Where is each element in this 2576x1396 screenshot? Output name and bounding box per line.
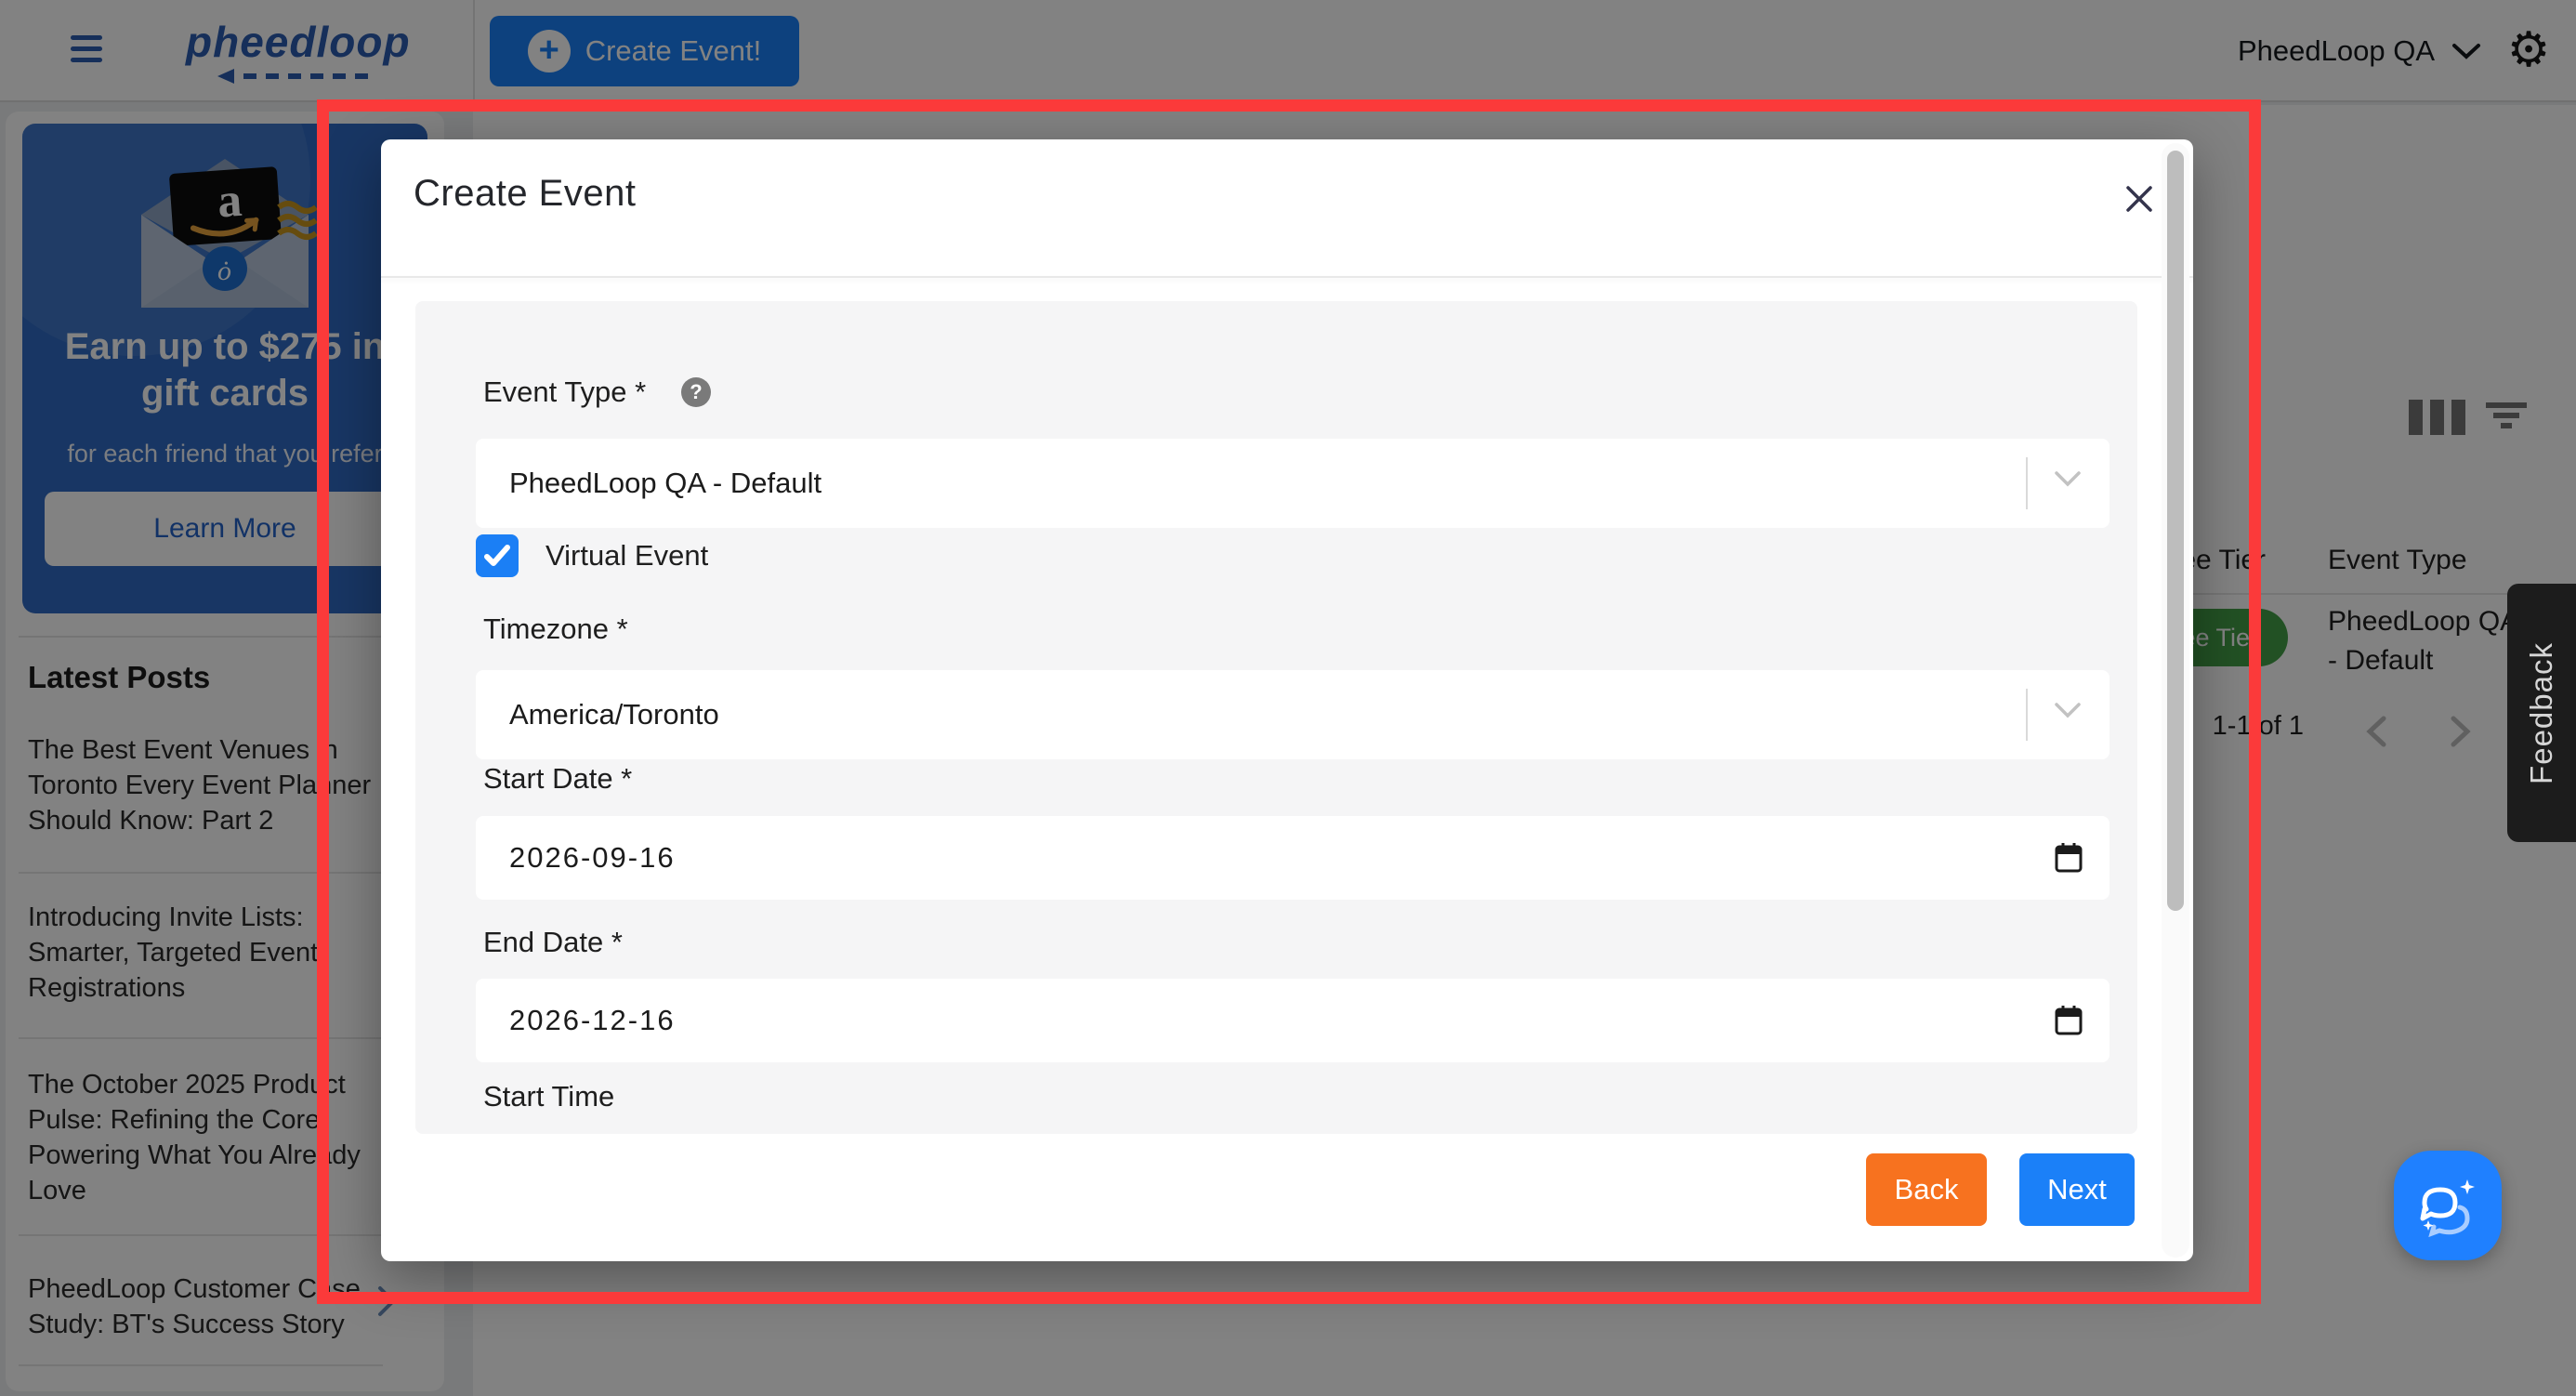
promo-heading-line2: gift cards [140, 373, 309, 414]
org-switcher[interactable]: PheedLoop QA [2238, 30, 2481, 72]
select-divider [2026, 689, 2028, 741]
modal-title: Create Event [414, 173, 637, 214]
end-date-input[interactable]: 2026-12-16 [476, 979, 2109, 1062]
columns-icon[interactable] [2409, 400, 2466, 435]
dropdown-chevron-icon [2055, 471, 2081, 487]
latest-posts-title: Latest Posts [28, 660, 211, 694]
virtual-event-checkbox[interactable] [476, 534, 519, 577]
event-type-label: Event Type * [483, 375, 647, 408]
calendar-icon[interactable] [2054, 1005, 2083, 1036]
post-link[interactable]: PheedLoop Customer Case Study: BT's Succ… [28, 1274, 361, 1339]
chevron-down-icon [2452, 44, 2481, 59]
divider [19, 636, 383, 638]
logo-dashed-arrow-icon [217, 69, 368, 84]
divider [19, 872, 383, 874]
promo-heading-line1: Earn up to $275 in [64, 326, 386, 367]
sidebar-blog-panel: a ȯ Earn up to $275 in gift cards for ea… [6, 112, 444, 1391]
column-header-event-type[interactable]: Event Type [2328, 545, 2467, 575]
close-icon[interactable] [2121, 180, 2158, 217]
divider [19, 1037, 383, 1039]
virtual-event-label: Virtual Event [545, 539, 709, 572]
calendar-icon[interactable] [2054, 842, 2083, 874]
modal-header-divider [381, 276, 2193, 278]
feedback-tab[interactable]: Feedback [2507, 584, 2576, 842]
start-date-label: Start Date * [483, 762, 633, 795]
create-event-button[interactable]: + Create Event! [490, 16, 799, 86]
learn-more-button[interactable]: Learn More [45, 492, 405, 566]
pheedloop-logo[interactable]: pheedloop [186, 17, 411, 87]
prev-page-icon[interactable] [2364, 715, 2388, 748]
event-type-value: PheedLoop QA - Default [509, 467, 822, 499]
end-date-value: 2026-12-16 [509, 1004, 676, 1036]
divider [19, 1234, 383, 1236]
start-date-value: 2026-09-16 [509, 841, 676, 874]
referral-promo-card: a ȯ Earn up to $275 in gift cards for ea… [22, 124, 427, 613]
org-name: PheedLoop QA [2238, 34, 2436, 67]
timezone-select[interactable]: America/Toronto [476, 670, 2109, 759]
end-date-label: End Date * [483, 926, 623, 958]
amazon-envelope-illustration: a ȯ [141, 159, 318, 308]
filter-icon[interactable] [2486, 402, 2527, 434]
promo-subtext: for each friend that you refer [67, 440, 383, 468]
chat-launcher-button[interactable] [2394, 1151, 2502, 1260]
chat-bubbles-icon [2420, 1179, 2475, 1238]
dropdown-chevron-icon [2055, 703, 2081, 718]
timezone-value: America/Toronto [509, 698, 719, 731]
divider [19, 1364, 383, 1366]
next-page-icon[interactable] [2449, 715, 2473, 748]
event-type-select[interactable]: PheedLoop QA - Default [476, 439, 2109, 528]
modal-scrollbar-thumb[interactable] [2167, 151, 2184, 911]
plus-icon: + [527, 30, 571, 72]
modal-form: Event Type * ? PheedLoop QA - Default Vi… [415, 301, 2137, 1134]
navbar-divider [473, 0, 475, 102]
help-icon[interactable]: ? [681, 377, 711, 407]
svg-text:ȯ: ȯ [217, 256, 231, 286]
next-button[interactable]: Next [2019, 1153, 2135, 1226]
checkmark-icon [484, 545, 510, 566]
gear-icon[interactable]: ⚙ [2506, 22, 2551, 78]
post-link[interactable]: The October 2025 Product Pulse: Refining… [28, 1070, 361, 1205]
svg-text:a: a [216, 174, 243, 229]
start-time-label: Start Time [483, 1080, 615, 1113]
create-event-modal: Create Event Event Type * ? PheedLoop QA… [381, 139, 2193, 1261]
post-link[interactable]: Introducing Invite Lists: Smarter, Targe… [28, 902, 319, 1003]
event-type-cell: PheedLoop QA - Default [2328, 606, 2517, 676]
post-link[interactable]: The Best Event Venues in Toronto Every E… [28, 735, 372, 836]
feedback-tab-label: Feedback [2524, 641, 2558, 784]
top-navbar: pheedloop + Create Event! PheedLoop QA ⚙ [0, 0, 2576, 102]
start-date-input[interactable]: 2026-09-16 [476, 816, 2109, 900]
hamburger-menu-icon[interactable] [71, 35, 102, 67]
select-divider [2026, 457, 2028, 509]
timezone-label: Timezone * [483, 612, 628, 645]
pheedloop-logo-text: pheedloop [186, 18, 411, 66]
back-button[interactable]: Back [1866, 1153, 1987, 1226]
create-event-button-label: Create Event! [585, 34, 762, 67]
